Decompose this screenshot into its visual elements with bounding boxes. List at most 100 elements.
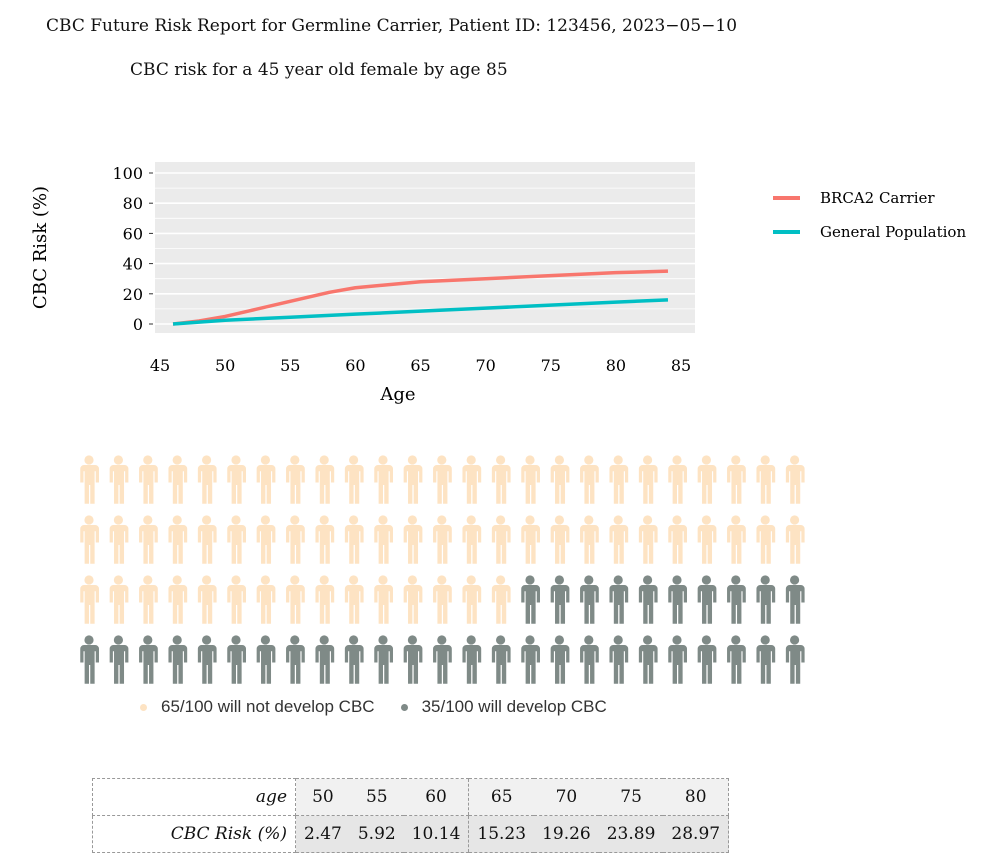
person-icon [109, 635, 129, 684]
person-head [407, 515, 417, 525]
person-icon [403, 635, 423, 684]
x-tick-label: 75 [541, 356, 561, 375]
person-icon [609, 455, 629, 504]
person-icon [785, 575, 805, 624]
person-head [231, 635, 241, 645]
person-body [609, 525, 629, 564]
person-body [374, 645, 393, 684]
person-head [113, 515, 123, 525]
person-icon [638, 455, 658, 504]
person-body [197, 585, 217, 624]
person-body [403, 525, 423, 564]
person-head [790, 515, 800, 525]
legend-label-1: General Population [820, 223, 966, 241]
legend-label-0: BRCA2 Carrier [820, 189, 935, 207]
person-icon [668, 575, 687, 624]
person-icon [756, 515, 776, 564]
person-body [756, 645, 776, 684]
table-cell: 50 [294, 778, 350, 816]
person-body [403, 645, 423, 684]
person-head [290, 455, 300, 465]
person-icon [668, 635, 687, 684]
person-body [580, 465, 599, 504]
person-head [172, 575, 182, 585]
report-title: CBC Future Risk Report for Germline Carr… [46, 16, 738, 36]
person-head [437, 575, 447, 585]
person-body [109, 525, 129, 564]
person-head [554, 575, 564, 585]
person-head [113, 455, 123, 465]
person-body [433, 525, 452, 564]
person-head [643, 515, 653, 525]
person-body [256, 645, 276, 684]
person-body [580, 585, 599, 624]
person-body [168, 465, 188, 504]
person-icon [168, 515, 188, 564]
person-body [109, 645, 129, 684]
person-body [785, 585, 805, 624]
person-icon [697, 575, 717, 624]
person-icon [521, 575, 540, 624]
person-head [790, 575, 800, 585]
person-icon [197, 515, 217, 564]
y-tick-label: 40 [123, 255, 143, 274]
person-icon [315, 455, 335, 504]
person-head [407, 635, 417, 645]
person-icon [785, 515, 805, 564]
person-icon [727, 635, 746, 684]
person-head [202, 575, 212, 585]
table-cell: 19.26 [534, 815, 599, 853]
person-icon [433, 575, 452, 624]
person-icon [139, 455, 158, 504]
row-label: age [92, 778, 296, 816]
person-body [227, 465, 246, 504]
person-body [344, 585, 364, 624]
person-head [113, 635, 123, 645]
person-head [613, 455, 623, 465]
person-icon [256, 455, 276, 504]
person-body [668, 645, 687, 684]
person-body [638, 645, 658, 684]
person-icon [580, 575, 599, 624]
person-head [584, 575, 594, 585]
legend-develop-label: 35/100 will develop CBC [421, 697, 607, 716]
person-body [668, 465, 687, 504]
person-body [374, 525, 393, 564]
person-icon [491, 455, 511, 504]
person-icon [462, 575, 482, 624]
person-body [433, 585, 452, 624]
person-icon [256, 515, 276, 564]
person-icon [727, 515, 746, 564]
y-tick-label: 60 [123, 224, 143, 243]
person-body [491, 465, 511, 504]
person-head [290, 515, 300, 525]
person-head [701, 515, 711, 525]
person-head [643, 635, 653, 645]
person-body [139, 525, 158, 564]
person-icon [550, 575, 570, 624]
person-head [319, 635, 329, 645]
table-cell: 55 [349, 778, 404, 816]
person-icon [609, 575, 629, 624]
person-body [580, 645, 599, 684]
table-cell: 60 [403, 778, 469, 816]
person-head [84, 575, 94, 585]
table-cell: 80 [663, 778, 730, 816]
person-head [407, 455, 417, 465]
person-body [168, 525, 188, 564]
person-head [731, 515, 741, 525]
person-icon [168, 455, 188, 504]
person-head [466, 515, 476, 525]
person-head [672, 455, 682, 465]
person-icon [756, 455, 776, 504]
risk-table: age 50 55 60 65 70 75 80 CBC Risk (%) 2.… [92, 778, 730, 853]
person-head [231, 515, 241, 525]
person-icon [80, 575, 99, 624]
person-head [584, 515, 594, 525]
person-body [638, 465, 658, 504]
person-head [701, 575, 711, 585]
person-head [319, 455, 329, 465]
person-icon [433, 635, 452, 684]
person-body [256, 465, 276, 504]
person-body [344, 465, 364, 504]
